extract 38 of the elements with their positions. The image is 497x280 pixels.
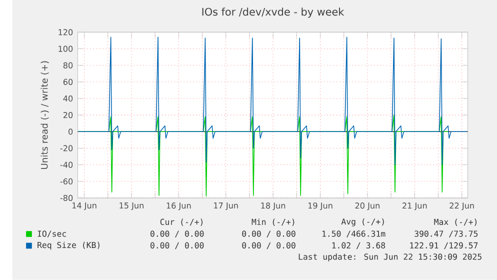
legend-label: IO/sec xyxy=(38,230,66,238)
text: Cur (-/+) xyxy=(160,218,203,226)
x-tick-label: 21 Jun xyxy=(402,202,427,210)
x-tick-label: 14 Jun xyxy=(72,202,96,210)
text: 0.00 / 0.00 xyxy=(242,242,296,250)
text: 0.00 / 0.00 xyxy=(242,230,296,238)
y-axis-title: Units read (-) / write (+) xyxy=(40,61,49,169)
text: Max (-/+) xyxy=(434,218,476,226)
y-tick-label: 100 xyxy=(58,46,73,52)
text: 0.00 / 0.00 xyxy=(150,230,204,238)
y-tick-label: 40 xyxy=(63,96,73,102)
y-tick-label: -40 xyxy=(60,162,73,168)
x-tick-label: 19 Jun xyxy=(308,202,332,210)
x-tick-label: 15 Jun xyxy=(120,202,144,210)
y-tick-label: 80 xyxy=(63,62,73,68)
y-tick-label: 60 xyxy=(63,78,73,86)
text: 1.02 / 3.68 xyxy=(332,242,386,250)
text: Last update: Sun Jun 22 15:30:09 2025 xyxy=(298,254,482,262)
y-tick-label: 0 xyxy=(68,128,73,135)
y-tick-label: -60 xyxy=(60,178,73,184)
y-tick-label: 20 xyxy=(63,112,73,118)
text: Min (-/+) xyxy=(252,218,294,226)
line-series xyxy=(78,36,468,166)
text: 390.47 /73.75 xyxy=(414,230,478,238)
chart-title: IOs for /dev/xvde - by week xyxy=(202,8,344,18)
x-tick-label: 22 Jun xyxy=(450,202,474,210)
legend-label: Req Size (KB) xyxy=(38,242,100,250)
text: 122.91 /129.57 xyxy=(410,242,478,250)
y-tick-label: -80 xyxy=(60,194,73,202)
x-tick-label: 18 Jun xyxy=(261,202,286,210)
text: Avg (-/+) xyxy=(341,218,384,226)
x-tick-label: 20 Jun xyxy=(355,202,380,210)
text: 1.50 /466.31m xyxy=(322,230,386,238)
y-tick-label: 120 xyxy=(58,29,73,36)
y-tick-label: -20 xyxy=(60,145,73,152)
text: 0.00 / 0.00 xyxy=(150,242,204,250)
x-tick-label: 17 Jun xyxy=(214,202,238,210)
x-tick-label: 16 Jun xyxy=(166,202,191,210)
